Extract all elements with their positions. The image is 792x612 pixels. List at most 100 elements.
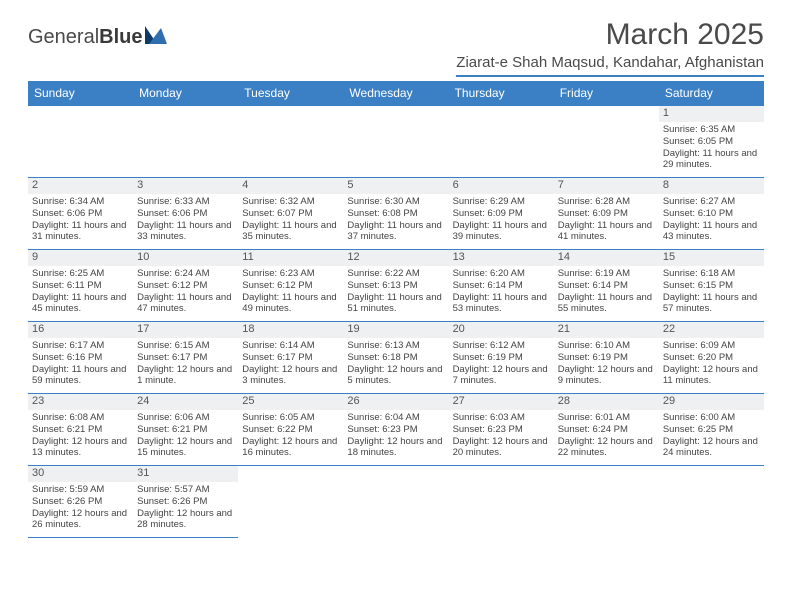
sunrise-text: Sunrise: 6:10 AM bbox=[558, 340, 655, 352]
calendar-day-cell bbox=[659, 466, 764, 538]
calendar-week-row: 2Sunrise: 6:34 AMSunset: 6:06 PMDaylight… bbox=[28, 178, 764, 250]
daylight-text: Daylight: 11 hours and 57 minutes. bbox=[663, 292, 760, 316]
weekday-header: Friday bbox=[554, 81, 659, 106]
sunset-text: Sunset: 6:14 PM bbox=[453, 280, 550, 292]
calendar-day-cell: 19Sunrise: 6:13 AMSunset: 6:18 PMDayligh… bbox=[343, 322, 448, 394]
sunset-text: Sunset: 6:17 PM bbox=[137, 352, 234, 364]
sunset-text: Sunset: 6:06 PM bbox=[137, 208, 234, 220]
sunrise-text: Sunrise: 5:57 AM bbox=[137, 484, 234, 496]
sunset-text: Sunset: 6:23 PM bbox=[347, 424, 444, 436]
daylight-text: Daylight: 11 hours and 35 minutes. bbox=[242, 220, 339, 244]
calendar-day-cell: 22Sunrise: 6:09 AMSunset: 6:20 PMDayligh… bbox=[659, 322, 764, 394]
daylight-text: Daylight: 12 hours and 13 minutes. bbox=[32, 436, 129, 460]
calendar-day-cell: 26Sunrise: 6:04 AMSunset: 6:23 PMDayligh… bbox=[343, 394, 448, 466]
sunrise-text: Sunrise: 6:32 AM bbox=[242, 196, 339, 208]
daylight-text: Daylight: 12 hours and 20 minutes. bbox=[453, 436, 550, 460]
sunrise-text: Sunrise: 6:18 AM bbox=[663, 268, 760, 280]
daylight-text: Daylight: 11 hours and 51 minutes. bbox=[347, 292, 444, 316]
sunrise-text: Sunrise: 6:09 AM bbox=[663, 340, 760, 352]
day-number: 30 bbox=[28, 466, 133, 482]
calendar-body: 1Sunrise: 6:35 AMSunset: 6:05 PMDaylight… bbox=[28, 106, 764, 538]
calendar-day-cell: 3Sunrise: 6:33 AMSunset: 6:06 PMDaylight… bbox=[133, 178, 238, 250]
weekday-header-row: Sunday Monday Tuesday Wednesday Thursday… bbox=[28, 81, 764, 106]
calendar-day-cell bbox=[343, 106, 448, 178]
day-number: 13 bbox=[449, 250, 554, 266]
daylight-text: Daylight: 12 hours and 22 minutes. bbox=[558, 436, 655, 460]
weekday-header: Saturday bbox=[659, 81, 764, 106]
sunrise-text: Sunrise: 6:27 AM bbox=[663, 196, 760, 208]
sunrise-text: Sunrise: 6:33 AM bbox=[137, 196, 234, 208]
calendar-day-cell bbox=[554, 106, 659, 178]
sunset-text: Sunset: 6:21 PM bbox=[32, 424, 129, 436]
calendar-table: Sunday Monday Tuesday Wednesday Thursday… bbox=[28, 81, 764, 538]
day-number: 4 bbox=[238, 178, 343, 194]
sunset-text: Sunset: 6:12 PM bbox=[137, 280, 234, 292]
calendar-day-cell bbox=[449, 466, 554, 538]
calendar-week-row: 30Sunrise: 5:59 AMSunset: 6:26 PMDayligh… bbox=[28, 466, 764, 538]
sunrise-text: Sunrise: 6:30 AM bbox=[347, 196, 444, 208]
day-number: 22 bbox=[659, 322, 764, 338]
calendar-day-cell bbox=[238, 106, 343, 178]
calendar-day-cell: 16Sunrise: 6:17 AMSunset: 6:16 PMDayligh… bbox=[28, 322, 133, 394]
sunset-text: Sunset: 6:21 PM bbox=[137, 424, 234, 436]
daylight-text: Daylight: 11 hours and 49 minutes. bbox=[242, 292, 339, 316]
sunrise-text: Sunrise: 6:12 AM bbox=[453, 340, 550, 352]
weekday-header: Tuesday bbox=[238, 81, 343, 106]
sunrise-text: Sunrise: 6:23 AM bbox=[242, 268, 339, 280]
sunset-text: Sunset: 6:08 PM bbox=[347, 208, 444, 220]
sunset-text: Sunset: 6:05 PM bbox=[663, 136, 760, 148]
day-number: 24 bbox=[133, 394, 238, 410]
calendar-day-cell: 24 Sunrise: 6:06 AMSunset: 6:21 PMDayligh… bbox=[133, 394, 238, 466]
day-number: 6 bbox=[449, 178, 554, 194]
calendar-day-cell bbox=[554, 466, 659, 538]
page-header: GeneralBlue March 2025 Ziarat-e Shah Maq… bbox=[28, 18, 764, 77]
brand-text-2: Blue bbox=[99, 26, 142, 48]
daylight-text: Daylight: 11 hours and 33 minutes. bbox=[137, 220, 234, 244]
calendar-day-cell: 5Sunrise: 6:30 AMSunset: 6:08 PMDaylight… bbox=[343, 178, 448, 250]
day-number: 2 bbox=[28, 178, 133, 194]
calendar-week-row: 9Sunrise: 6:25 AMSunset: 6:11 PMDaylight… bbox=[28, 250, 764, 322]
daylight-text: Daylight: 12 hours and 7 minutes. bbox=[453, 364, 550, 388]
daylight-text: Daylight: 11 hours and 43 minutes. bbox=[663, 220, 760, 244]
sunset-text: Sunset: 6:14 PM bbox=[558, 280, 655, 292]
weekday-header: Monday bbox=[133, 81, 238, 106]
calendar-day-cell: 10Sunrise: 6:24 AMSunset: 6:12 PMDayligh… bbox=[133, 250, 238, 322]
title-block: March 2025 Ziarat-e Shah Maqsud, Kandaha… bbox=[456, 18, 764, 77]
sunrise-text: Sunrise: 6:14 AM bbox=[242, 340, 339, 352]
calendar-day-cell: 30Sunrise: 5:59 AMSunset: 6:26 PMDayligh… bbox=[28, 466, 133, 538]
calendar-week-row: 1Sunrise: 6:35 AMSunset: 6:05 PMDaylight… bbox=[28, 106, 764, 178]
calendar-day-cell: 18Sunrise: 6:14 AMSunset: 6:17 PMDayligh… bbox=[238, 322, 343, 394]
calendar-day-cell bbox=[449, 106, 554, 178]
sunrise-text: Sunrise: 6:13 AM bbox=[347, 340, 444, 352]
sunset-text: Sunset: 6:13 PM bbox=[347, 280, 444, 292]
sunrise-text: Sunrise: 6:03 AM bbox=[453, 412, 550, 424]
calendar-day-cell: 12Sunrise: 6:22 AMSunset: 6:13 PMDayligh… bbox=[343, 250, 448, 322]
calendar-day-cell bbox=[343, 466, 448, 538]
sunrise-text: Sunrise: 6:29 AM bbox=[453, 196, 550, 208]
daylight-text: Daylight: 12 hours and 26 minutes. bbox=[32, 508, 129, 532]
sail-icon bbox=[143, 24, 169, 51]
sunrise-text: Sunrise: 6:04 AM bbox=[347, 412, 444, 424]
sunrise-text: Sunrise: 6:34 AM bbox=[32, 196, 129, 208]
sunrise-text: Sunrise: 6:00 AM bbox=[663, 412, 760, 424]
calendar-week-row: 16Sunrise: 6:17 AMSunset: 6:16 PMDayligh… bbox=[28, 322, 764, 394]
day-number: 20 bbox=[449, 322, 554, 338]
calendar-day-cell bbox=[238, 466, 343, 538]
calendar-day-cell: 6Sunrise: 6:29 AMSunset: 6:09 PMDaylight… bbox=[449, 178, 554, 250]
sunrise-text: Sunrise: 6:15 AM bbox=[137, 340, 234, 352]
day-number: 11 bbox=[238, 250, 343, 266]
sunset-text: Sunset: 6:19 PM bbox=[558, 352, 655, 364]
daylight-text: Daylight: 11 hours and 41 minutes. bbox=[558, 220, 655, 244]
sunrise-text: Sunrise: 6:06 AM bbox=[137, 412, 234, 424]
location-subtitle: Ziarat-e Shah Maqsud, Kandahar, Afghanis… bbox=[456, 54, 764, 77]
sunset-text: Sunset: 6:11 PM bbox=[32, 280, 129, 292]
sunset-text: Sunset: 6:26 PM bbox=[137, 496, 234, 508]
day-number: 21 bbox=[554, 322, 659, 338]
daylight-text: Daylight: 11 hours and 29 minutes. bbox=[663, 148, 760, 172]
daylight-text: Daylight: 12 hours and 15 minutes. bbox=[137, 436, 234, 460]
sunset-text: Sunset: 6:16 PM bbox=[32, 352, 129, 364]
calendar-day-cell: 1Sunrise: 6:35 AMSunset: 6:05 PMDaylight… bbox=[659, 106, 764, 178]
sunrise-text: Sunrise: 6:01 AM bbox=[558, 412, 655, 424]
day-number: 28 bbox=[554, 394, 659, 410]
day-number: 29 bbox=[659, 394, 764, 410]
